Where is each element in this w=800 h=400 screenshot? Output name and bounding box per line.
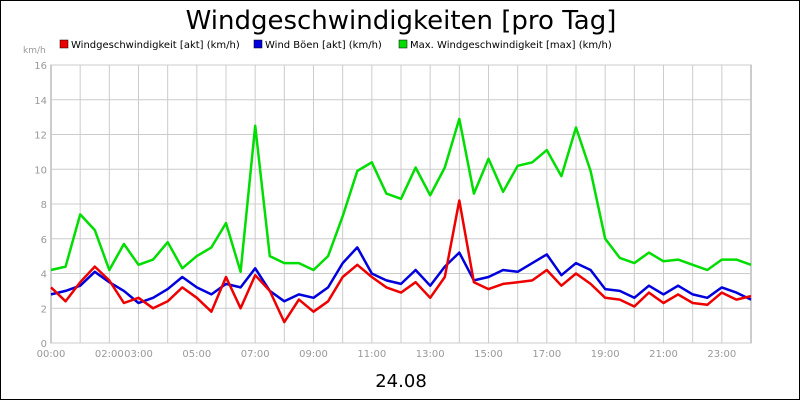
x-tick-label-9: 17:00 [532,349,561,360]
grid [51,64,751,344]
x-tick-label-12: 23:00 [707,349,736,360]
x-tick-label-7: 13:00 [416,349,445,360]
x-tick-label-10: 19:00 [591,349,620,360]
x-tick-label-1: 02:00 [95,349,124,360]
legend-swatch-boeen [253,39,263,49]
y-tick-label-1: 2 [41,304,47,315]
x-axis-ticks: 00:00 02:00 03:00 05:00 07:00 09:00 11:00 13:00… [37,349,737,360]
x-tick-label-11: 21:00 [649,349,678,360]
series-line-2 [50,117,752,274]
y-tick-label-8: 16 [34,61,47,72]
chart-title: Windgeschwindigkeiten [pro Tag] [186,6,617,36]
date-label: 24.08 [375,371,427,392]
x-tick-label-6: 11:00 [357,349,386,360]
legend-swatch-akt [59,39,69,49]
legend-swatch-max [398,39,408,49]
y-tick-label-2: 4 [41,270,47,281]
legend-label-boeen: Wind Böen [akt] (km/h) [265,40,382,51]
legend-label-max: Max. Windgeschwindigkeit [max] (km/h) [410,40,612,51]
y-tick-label-3: 6 [41,235,47,246]
y-tick-label-7: 14 [34,96,47,107]
series-line-0 [50,199,752,324]
series-lines [50,117,752,324]
y-tick-label-5: 10 [34,165,47,176]
x-tick-label-4: 07:00 [241,349,270,360]
legend: Windgeschwindigkeit [akt] (km/h) Wind Bö… [59,39,612,51]
x-tick-label-3: 05:00 [182,349,211,360]
y-tick-label-6: 12 [34,131,47,142]
y-tick-label-4: 8 [41,200,47,211]
legend-label-akt: Windgeschwindigkeit [akt] (km/h) [71,40,240,51]
x-tick-label-5: 09:00 [299,349,328,360]
series-line-1 [50,246,752,305]
x-tick-label-0: 00:00 [37,349,66,360]
y-axis-unit: km/h [23,46,46,56]
y-axis-ticks: 0 2 4 6 8 10 12 14 16 [34,61,47,350]
x-tick-label-8: 15:00 [474,349,503,360]
y-tick-label-0: 0 [41,339,47,350]
x-tick-label-2: 03:00 [124,349,153,360]
